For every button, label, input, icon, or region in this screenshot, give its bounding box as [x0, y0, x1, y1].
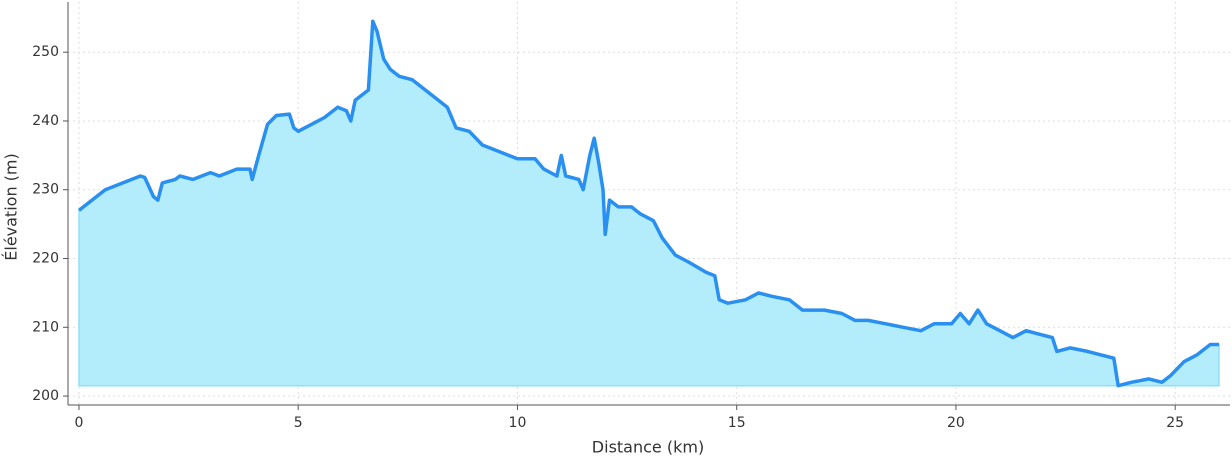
- line: [77, 19, 1219, 388]
- y-axis-label: Élévation (m): [2, 153, 21, 260]
- x-tick-label: 20: [947, 415, 965, 431]
- y-tick-label: 250: [32, 44, 59, 60]
- x-tick-label: 5: [294, 415, 303, 431]
- y-tick-label: 240: [32, 113, 59, 129]
- y-tick-label: 230: [32, 182, 59, 198]
- x-axis-label: Distance (km): [592, 438, 704, 457]
- x-tick-label: 10: [509, 415, 527, 431]
- x-tick-label: 15: [728, 415, 746, 431]
- y-tick-label: 220: [32, 251, 59, 267]
- area-fill: [78, 21, 1220, 387]
- x-tick-label: 0: [75, 415, 84, 431]
- y-tick-label: 210: [32, 319, 59, 335]
- y-tick-label: 200: [32, 388, 59, 404]
- x-tick-label: 25: [1166, 415, 1184, 431]
